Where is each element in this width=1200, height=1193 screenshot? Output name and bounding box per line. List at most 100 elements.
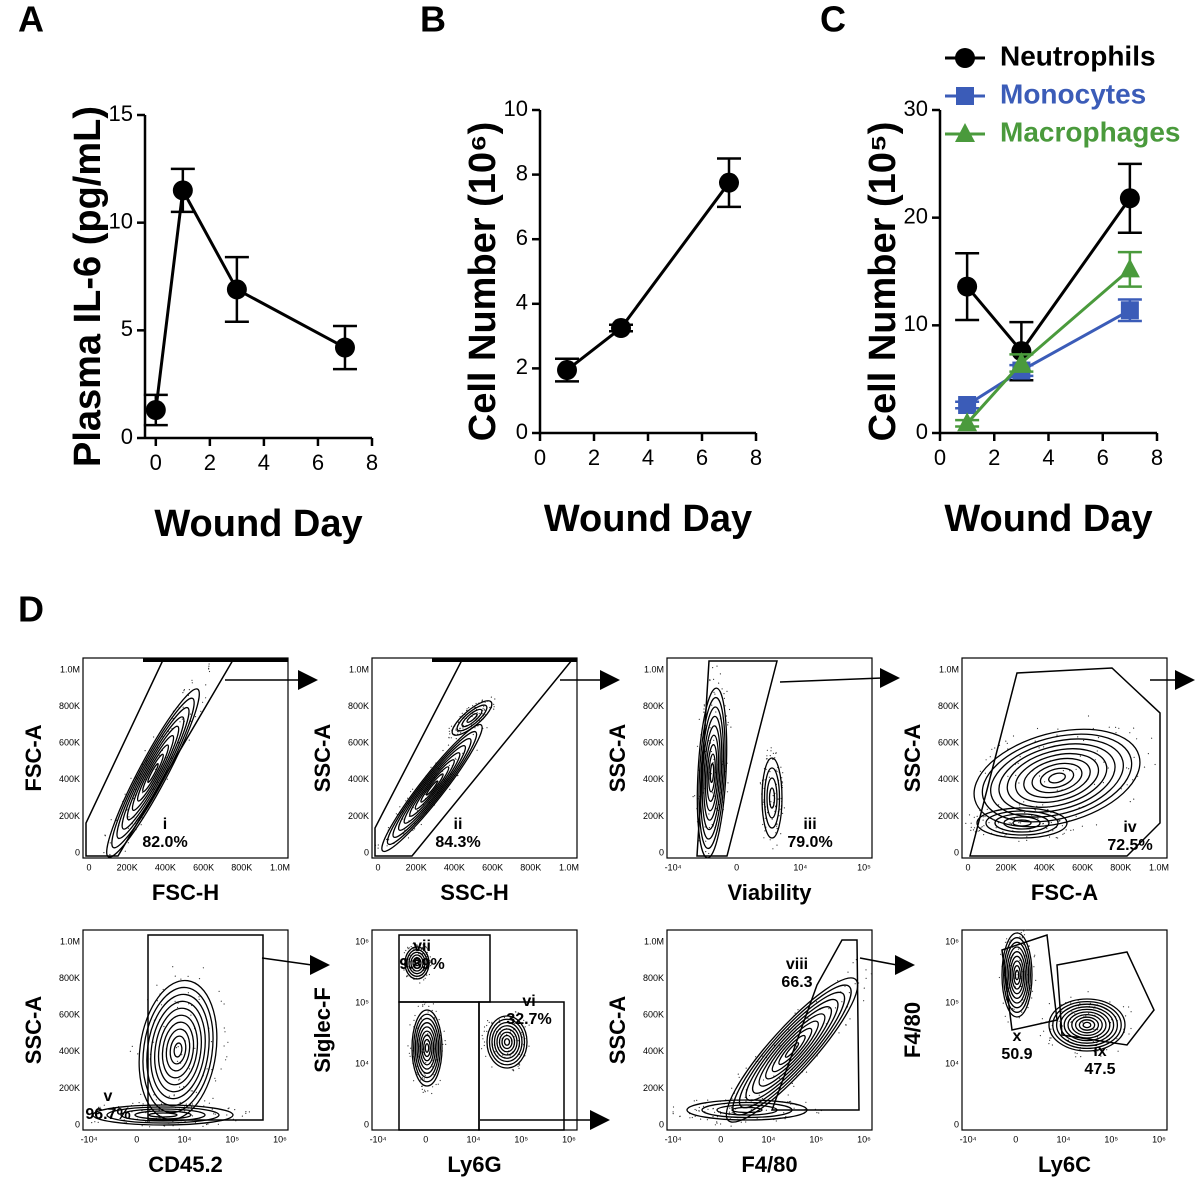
event-dot [377,847,379,849]
event-dot [103,1104,105,1106]
event-dot [491,1021,493,1023]
y-tick-label: 0 [364,847,369,857]
event-dot [1006,742,1008,744]
contour [696,687,728,859]
contour [703,725,721,821]
event-dot [793,1085,795,1087]
event-dot [698,1110,700,1112]
event-dot [748,1094,751,1097]
event-dot [777,798,779,800]
contour [121,716,185,830]
y-axis-label: SSC-A [900,724,925,793]
event-dot [245,1112,247,1114]
event-dot [1118,727,1120,729]
data-line [566,181,731,372]
event-dot [1029,829,1031,831]
event-dot [178,1079,180,1081]
event-dot [726,690,728,692]
event-dot [1044,781,1046,783]
x-tick-label: 8 [1151,445,1163,470]
event-dot [865,969,867,971]
event-dot [1018,840,1020,842]
event-dot [191,679,193,681]
event-dot [225,1059,227,1061]
event-dot [1045,824,1047,826]
event-dot [124,793,126,795]
event-dot [449,788,451,790]
gate [398,1001,480,1131]
event-dot [493,703,495,705]
event-dot [413,1019,415,1021]
contour [404,946,430,980]
event-dot [766,755,768,757]
event-dot [692,796,694,798]
event-dot [182,706,184,708]
x-axis-label: SSC-H [440,880,508,905]
x-tick-label: 1.0M [1149,862,1169,872]
x-tick-label: 0 [718,1134,723,1144]
arrow-head [895,955,915,975]
panel-label: B [420,0,446,40]
event-dot [723,693,725,695]
y-tick-label: 1.0M [644,936,664,946]
event-dot [447,744,450,746]
event-dot [772,752,774,754]
event-dot [714,795,716,797]
arrow-head [298,670,318,690]
event-dot [1050,821,1052,824]
event-dot [979,770,981,772]
x-tick-label: 10⁴ [1057,1134,1071,1144]
event-dot [410,1047,412,1049]
event-dot [484,701,486,703]
x-axis-label: Viability [728,880,813,905]
event-dot [989,756,991,758]
event-dot [672,1111,674,1113]
event-dot [421,1077,423,1079]
contour [763,767,781,829]
y-tick-label: 20 [904,203,928,228]
x-tick-label: 8 [750,445,762,470]
contour [778,1034,806,1066]
x-tick-label: 0 [86,862,91,872]
x-tick-label: 6 [696,445,708,470]
event-dot [762,801,764,803]
gate-name: ix [1093,1043,1106,1060]
event-dot [710,773,712,775]
event-dot [689,1117,691,1119]
y-axis-label: F4/80 [900,1002,925,1058]
x-tick-label: 8 [366,450,378,475]
event-dot [727,724,729,726]
data-line [154,185,346,411]
marker [957,412,978,432]
event-dot [694,1115,696,1117]
event-dot [1017,762,1019,764]
y-tick-label: 0 [364,1119,369,1129]
event-dot [1038,775,1041,777]
event-dot [998,804,1000,806]
event-dot [759,1106,761,1108]
event-dot [153,1094,155,1096]
y-axis-label: FSC-A [21,724,46,791]
event-dot [1018,822,1020,824]
event-dot [1108,726,1110,728]
event-dot [410,791,412,793]
event-dot [708,813,710,815]
event-dot [716,1116,719,1118]
event-dot [140,1093,142,1095]
event-dot [163,1025,165,1028]
x-tick-label: 10⁴ [178,1134,192,1144]
event-dot [783,807,785,809]
contour [154,1007,202,1093]
event-dot [709,679,711,681]
contour [493,1025,521,1059]
event-dot [761,1097,763,1100]
y-tick-label: 5 [121,316,133,341]
event-dot [1026,839,1028,841]
event-dot [184,1110,186,1112]
event-dot [409,1024,411,1026]
gate [374,659,574,857]
y-tick-label: 8 [516,160,528,185]
x-tick-label: 400K [155,862,176,872]
contour [150,1000,206,1100]
event-dot [765,768,767,770]
